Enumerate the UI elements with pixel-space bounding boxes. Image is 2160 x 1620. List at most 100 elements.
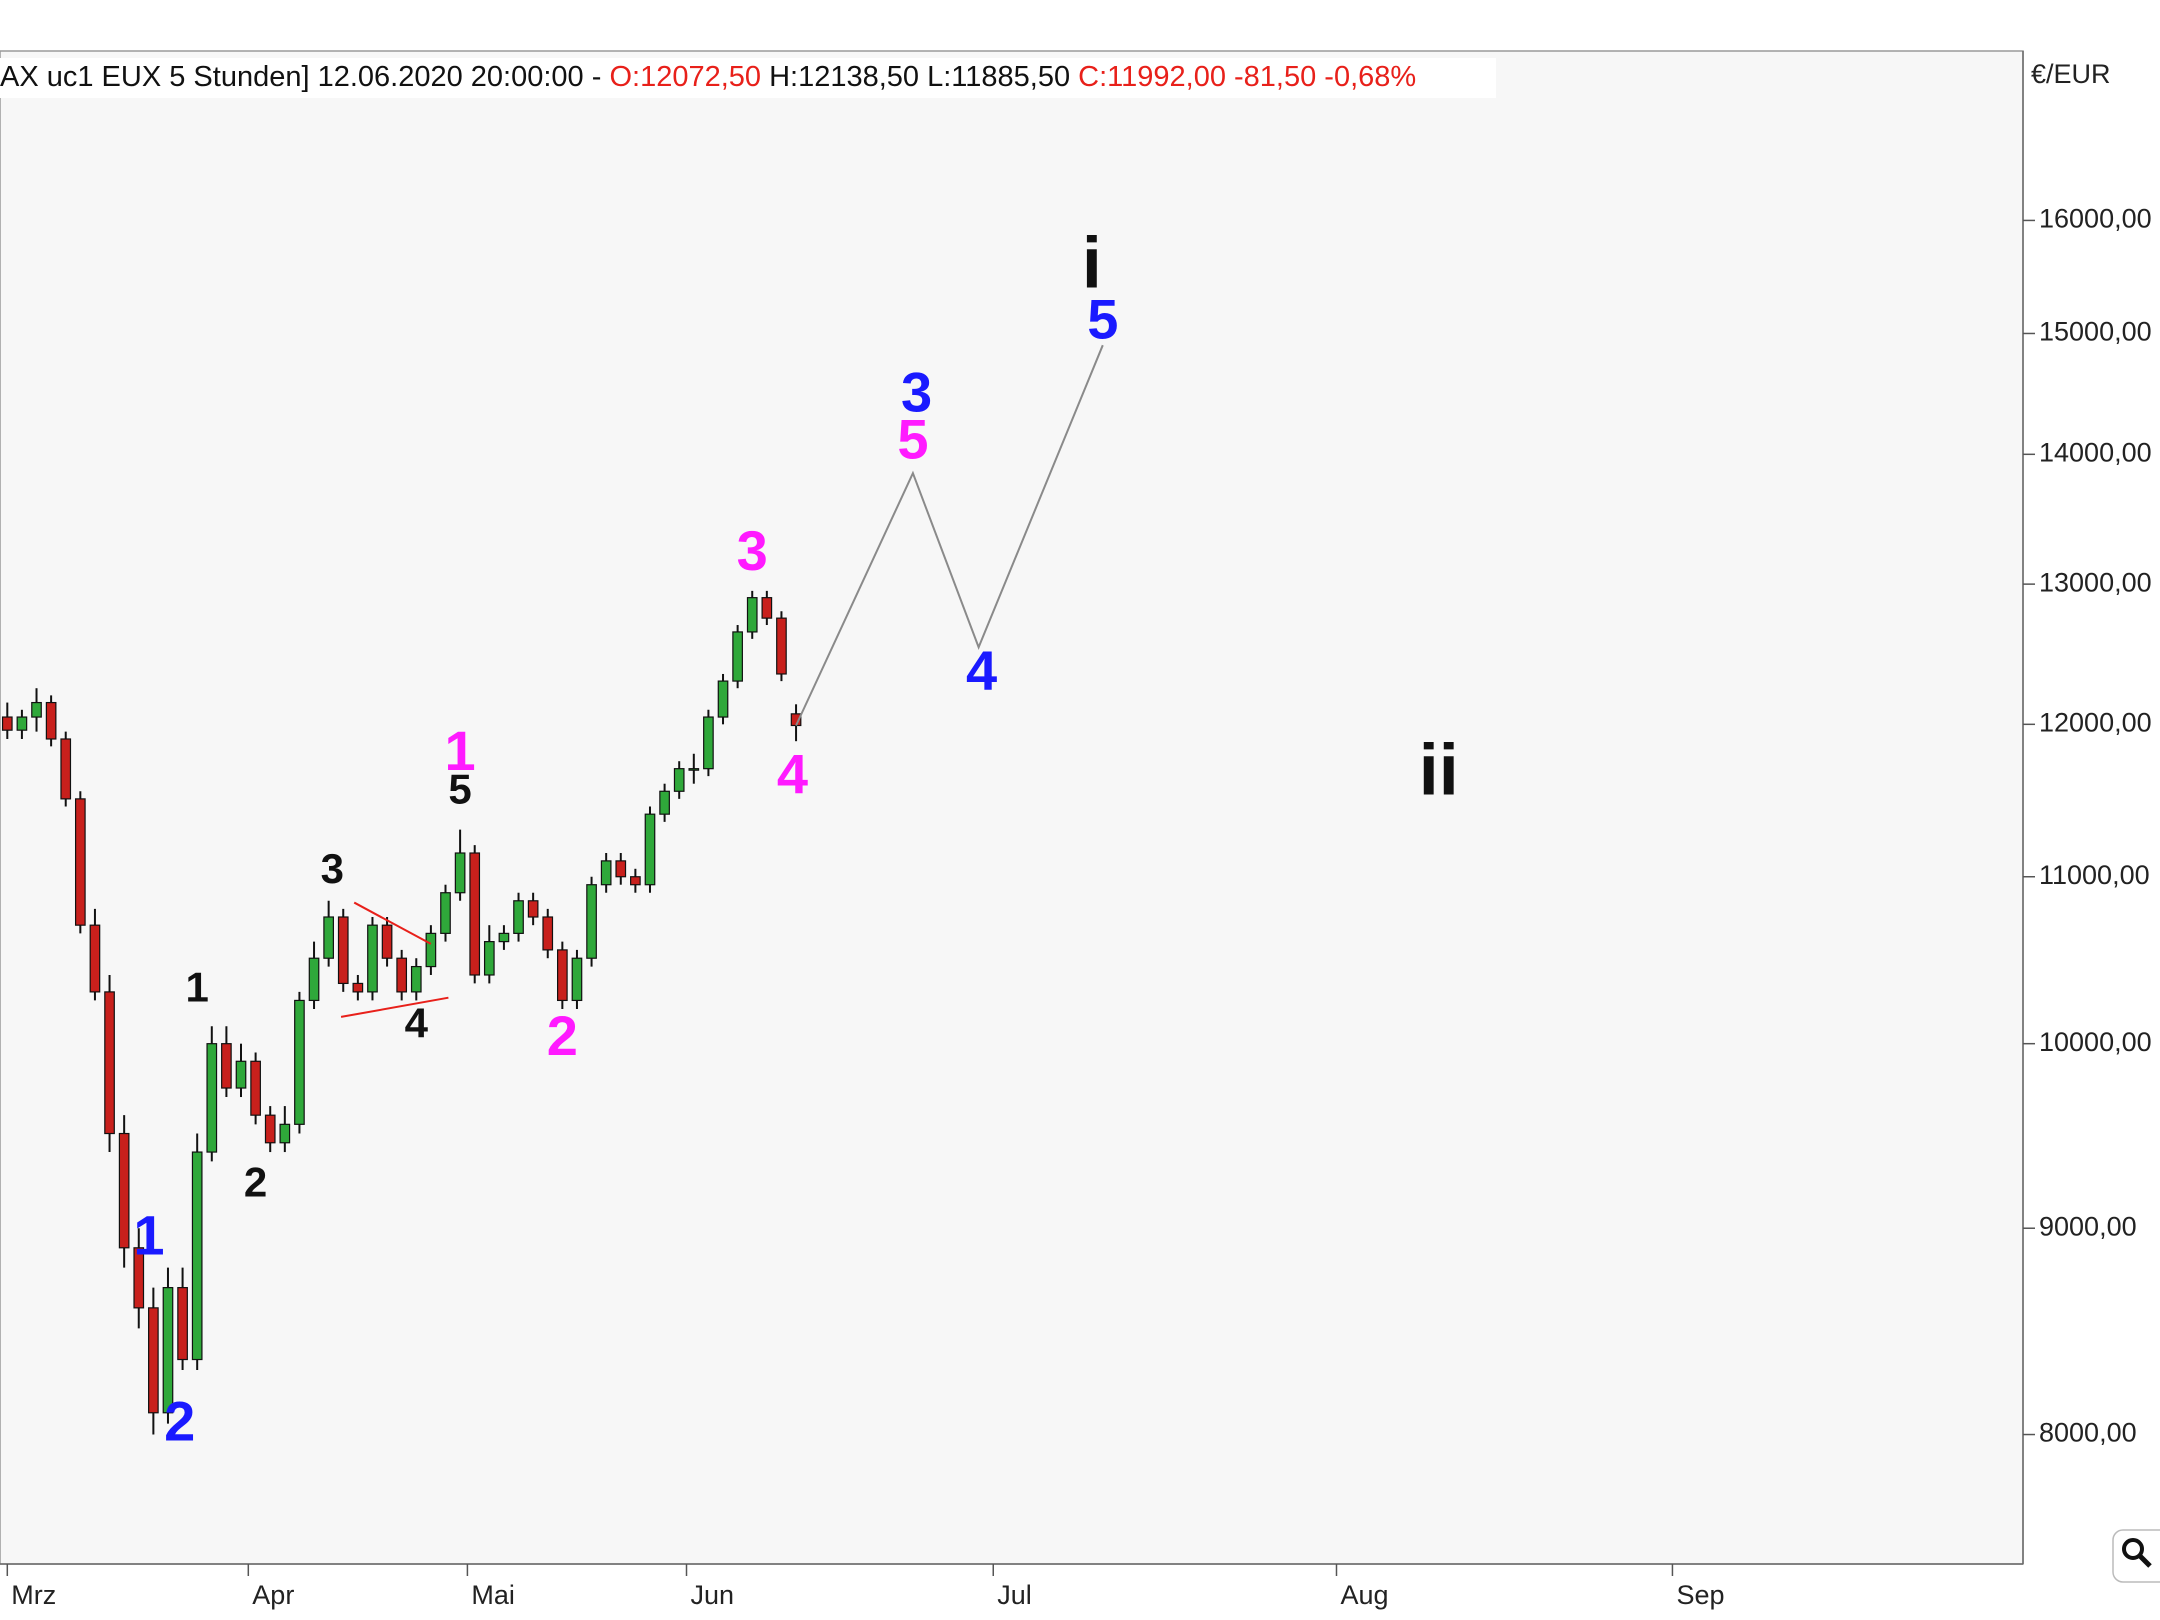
candle-body: [294, 999, 305, 1125]
candle-body: [396, 957, 408, 993]
candle-body: [191, 1151, 203, 1361]
wave-label: i: [1082, 224, 1102, 304]
wave-label: 3: [737, 519, 768, 582]
candle-body: [498, 932, 510, 943]
candle-body: [60, 738, 72, 800]
candle-body: [425, 932, 437, 968]
candle-body: [454, 852, 466, 894]
candle-body: [162, 1287, 174, 1414]
y-unit-label: €/EUR: [2031, 59, 2111, 89]
wave-label: 1: [186, 963, 209, 1010]
candle-body: [600, 860, 612, 886]
wave-label: 4: [966, 639, 997, 702]
y-tick-label: 13000,00: [2039, 567, 2152, 597]
x-tick-label: Apr: [252, 1580, 294, 1610]
zoom-icon: [2122, 1538, 2144, 1560]
candle-body: [761, 597, 773, 619]
candle-body: [1, 716, 13, 731]
wave-label: 2: [244, 1158, 267, 1205]
header-part: H:12138,50 L:11885,50: [761, 61, 1078, 93]
y-tick-label: 10000,00: [2039, 1027, 2152, 1057]
candle-body: [586, 884, 597, 959]
wave-label: 5: [897, 408, 928, 471]
header-part: C:11992,00 -81,50 -0,68%: [1078, 61, 1416, 93]
plot-area: [0, 50, 2024, 1565]
candle-body: [74, 798, 86, 926]
wave-label: ii: [1419, 731, 1459, 811]
candle-body: [279, 1123, 291, 1144]
candle-body: [31, 701, 42, 718]
candle-body: [513, 900, 524, 934]
wave-label: 5: [1087, 287, 1118, 350]
wave-label: 4: [777, 742, 808, 805]
x-tick-label: Mai: [471, 1580, 515, 1610]
y-tick-label: 12000,00: [2039, 707, 2152, 737]
wave-label: 4: [405, 1000, 429, 1047]
header-box: [0, 58, 1496, 98]
candle-body: [410, 965, 422, 993]
candle-body: [542, 916, 554, 951]
plot-marks: [1, 344, 1104, 1435]
wave-label: 3: [901, 361, 932, 424]
wave-label: 1: [133, 1204, 164, 1267]
y-tick-label: 8000,00: [2039, 1418, 2137, 1448]
wave-label: 3: [321, 845, 344, 892]
candle-body: [264, 1114, 276, 1144]
candle-body: [381, 924, 393, 959]
candle-body: [703, 716, 714, 770]
x-tick-label: Jun: [691, 1580, 735, 1610]
candle-body: [221, 1043, 232, 1089]
y-tick-label: 15000,00: [2039, 317, 2152, 347]
y-tick-label: 16000,00: [2039, 204, 2152, 234]
candle-body: [367, 924, 378, 993]
candle-body: [615, 860, 627, 878]
candle-body: [776, 617, 787, 675]
candle-body: [352, 982, 364, 993]
candle-body: [527, 900, 539, 918]
wave-label: 5: [448, 766, 471, 813]
x-tick-label: Mrz: [11, 1580, 56, 1610]
candle-body: [746, 597, 758, 633]
candle-body: [177, 1287, 188, 1361]
candle-body: [118, 1132, 130, 1249]
candle-body: [630, 876, 641, 886]
y-tick-label: 9000,00: [2039, 1211, 2137, 1241]
zoom-button[interactable]: [2112, 1529, 2160, 1583]
trendline: [340, 996, 449, 1018]
candle-body: [688, 768, 700, 771]
candle-body: [133, 1247, 145, 1309]
candle-body: [323, 916, 334, 959]
candle-body: [571, 957, 583, 1002]
y-tick-label: 11000,00: [2039, 860, 2150, 890]
candle-body: [206, 1043, 218, 1153]
header-part: O:12072,50: [609, 61, 761, 93]
wave-label: 2: [547, 1004, 578, 1067]
zoom-icon-handle: [2138, 1554, 2152, 1568]
candle-body: [45, 701, 57, 740]
candle-body: [104, 991, 115, 1135]
wave-label: 1: [445, 719, 476, 782]
x-tick-label: Aug: [1340, 1580, 1388, 1610]
candle-body: [440, 892, 451, 934]
y-tick-label: 14000,00: [2039, 437, 2152, 467]
x-tick-label: Sep: [1676, 1580, 1724, 1610]
projection-line: [795, 344, 1104, 726]
header-text: AX uc1 EUX 5 Stunden] 12.06.2020 20:00:0…: [0, 61, 1416, 93]
candle-body: [673, 768, 685, 792]
header-part: AX uc1 EUX 5 Stunden] 12.06.2020 20:00:0…: [0, 61, 609, 93]
candle-body: [644, 813, 656, 886]
wave-label: 2: [164, 1390, 195, 1453]
candle-body: [659, 790, 670, 815]
candle-body: [250, 1060, 261, 1116]
candle-body: [557, 949, 568, 1002]
candle-body: [717, 680, 729, 718]
candle-body: [308, 957, 320, 1002]
candle-body: [469, 852, 481, 976]
candle-body: [148, 1307, 159, 1414]
candle-body: [337, 916, 349, 985]
candle-body: [483, 941, 495, 976]
candle-body: [732, 631, 743, 682]
candle-body: [235, 1060, 247, 1089]
